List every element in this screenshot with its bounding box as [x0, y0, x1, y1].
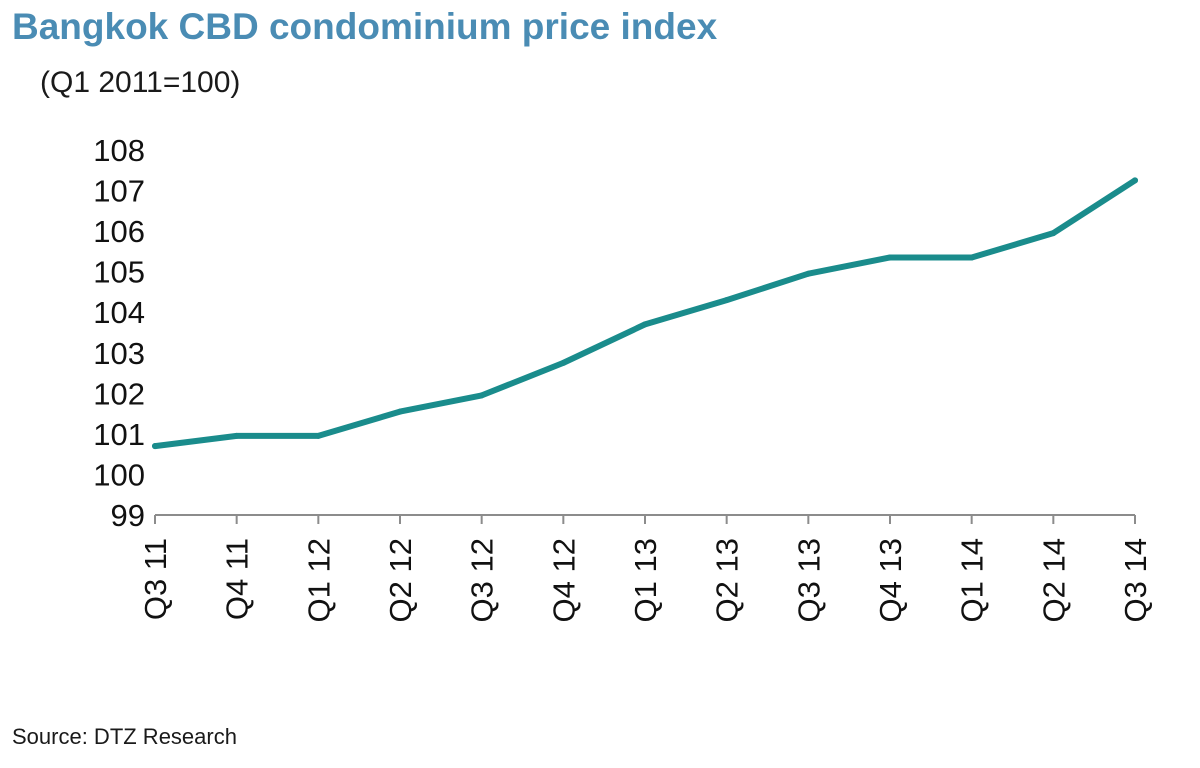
y-tick-label: 107	[93, 174, 145, 209]
data-point	[968, 254, 975, 261]
x-tick-label: Q2 12	[383, 538, 418, 622]
data-point	[560, 359, 567, 366]
x-tick-label: Q4 12	[546, 538, 581, 622]
data-point	[478, 392, 485, 399]
x-tick-label: Q2 13	[710, 538, 745, 622]
x-axis	[154, 514, 1136, 524]
x-tick-label: Q2 14	[1036, 538, 1071, 622]
x-tick-label: Q1 12	[301, 538, 336, 622]
source-note: Source: DTZ Research	[12, 724, 237, 749]
x-tick-label: Q3 12	[465, 538, 500, 622]
y-tick-label: 101	[93, 417, 145, 452]
data-point	[1132, 177, 1138, 184]
y-tick-label: 108	[93, 133, 145, 168]
chart-title: Bangkok CBD condominium price index	[12, 6, 718, 47]
x-tick-label: Q4 11	[220, 538, 255, 620]
x-axis-tick-labels: Q3 11 Q4 11 Q1 12 Q2 12 Q3 12 Q4 12 Q1 13 Q2 13…	[138, 538, 1153, 622]
x-tick-label: Q1 13	[628, 538, 663, 622]
y-tick-label: 100	[93, 457, 145, 492]
data-point	[642, 321, 648, 328]
chart-subtitle: (Q1 2011=100)	[40, 66, 241, 99]
y-tick-label: 104	[93, 295, 145, 330]
data-point	[887, 254, 893, 261]
x-tick-label: Q4 13	[873, 538, 908, 622]
y-tick-label: 99	[111, 498, 145, 533]
data-point	[723, 297, 730, 304]
series-group	[152, 177, 1138, 450]
y-tick-label: 103	[93, 336, 145, 371]
x-tick-label: Q3 11	[138, 538, 173, 620]
data-point	[233, 432, 240, 439]
data-point	[315, 432, 322, 439]
y-tick-label: 105	[93, 255, 145, 290]
y-tick-label: 102	[93, 376, 145, 411]
series-line	[152, 177, 1138, 450]
x-tick-label: Q1 14	[955, 538, 990, 622]
x-tick-label: Q3 13	[791, 538, 826, 622]
y-axis-tick-labels: 99 100 101 102 103 104 105 106 107 108	[93, 133, 145, 533]
data-point	[152, 443, 158, 450]
x-tick-label: Q3 14	[1118, 538, 1153, 622]
data-point	[397, 408, 403, 415]
data-point	[805, 270, 812, 277]
y-tick-label: 106	[93, 214, 145, 249]
data-point	[1050, 230, 1057, 237]
